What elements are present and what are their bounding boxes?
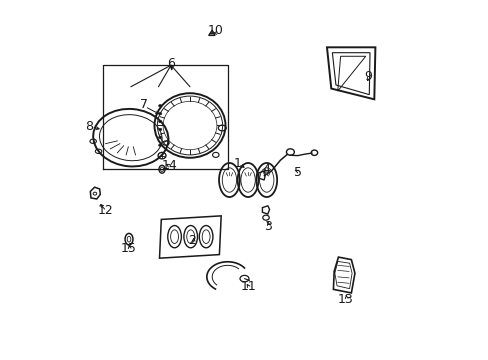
Text: 7: 7 xyxy=(140,98,148,111)
Ellipse shape xyxy=(158,112,162,115)
Text: 9: 9 xyxy=(364,69,371,82)
Text: 3: 3 xyxy=(264,220,271,233)
Text: 10: 10 xyxy=(207,24,224,37)
Ellipse shape xyxy=(158,120,162,123)
Text: 1: 1 xyxy=(233,157,241,170)
Text: 6: 6 xyxy=(167,57,175,70)
Text: 4: 4 xyxy=(262,163,269,176)
Text: 2: 2 xyxy=(188,234,196,247)
Text: 12: 12 xyxy=(97,204,113,217)
Polygon shape xyxy=(208,30,215,36)
Text: 14: 14 xyxy=(161,159,177,172)
Ellipse shape xyxy=(158,136,162,139)
Ellipse shape xyxy=(158,128,162,131)
Text: 15: 15 xyxy=(121,242,137,255)
Text: 11: 11 xyxy=(240,280,255,293)
Ellipse shape xyxy=(158,104,162,107)
Ellipse shape xyxy=(158,144,162,147)
Text: 8: 8 xyxy=(85,120,93,133)
Text: 5: 5 xyxy=(294,166,302,179)
Text: 13: 13 xyxy=(337,293,353,306)
